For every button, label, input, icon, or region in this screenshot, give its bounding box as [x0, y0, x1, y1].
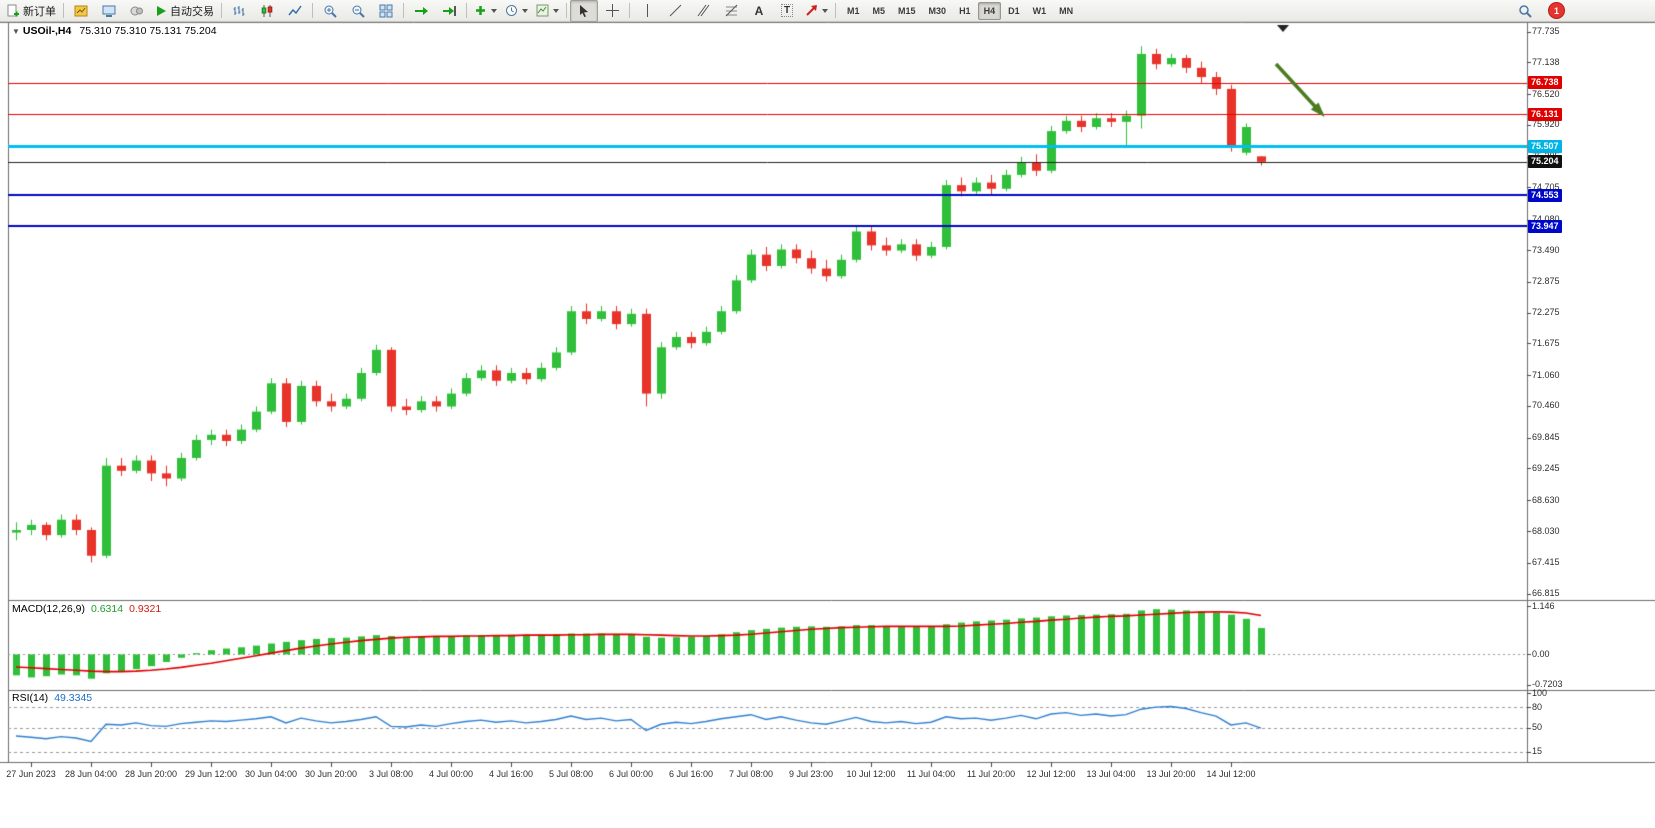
chevron-down-icon — [822, 8, 828, 13]
new-chart-button[interactable] — [67, 0, 95, 22]
separator — [835, 3, 836, 18]
toolbar: 新订单 自动交易 — [0, 0, 1655, 22]
text-tool-label: A — [754, 3, 764, 18]
chart-title: ▼ USOil-,H4 75.310 75.310 75.131 75.204 — [12, 25, 217, 37]
tile-windows-button[interactable] — [372, 0, 400, 22]
channel-button[interactable] — [689, 0, 717, 22]
line-chart-icon — [288, 5, 302, 15]
chart-shift-button[interactable] — [435, 0, 463, 22]
trendline-button[interactable] — [661, 0, 689, 22]
new-order-label: 新订单 — [23, 5, 56, 18]
notification-badge[interactable]: 1 — [1548, 2, 1565, 19]
fibonacci-button[interactable] — [717, 0, 745, 22]
autotrading-label: 自动交易 — [170, 5, 214, 18]
arrows-button[interactable] — [801, 0, 832, 22]
chevron-down-icon — [522, 8, 528, 13]
separator — [403, 3, 404, 18]
candlestick-chart-button[interactable] — [253, 0, 281, 22]
rsi-title: RSI(14) 49.3345 — [12, 692, 92, 704]
rsi-value: 49.3345 — [54, 692, 93, 704]
macd-signal-value: 0.9321 — [129, 603, 162, 615]
cursor-icon — [580, 5, 588, 17]
timeframe-button-m30[interactable]: M30 — [928, 5, 947, 16]
separator — [629, 3, 630, 18]
periods-button[interactable] — [501, 0, 532, 22]
zoom-out-button[interactable] — [344, 0, 372, 22]
line-chart-button[interactable] — [281, 0, 309, 22]
templates-button[interactable] — [532, 0, 563, 22]
search-button[interactable] — [1511, 0, 1539, 22]
tile-windows-icon — [379, 4, 393, 17]
zoom-in-button[interactable] — [316, 0, 344, 22]
template-icon — [536, 4, 549, 17]
autotrading-play-icon — [157, 5, 166, 16]
timeframe-button-m15[interactable]: M15 — [898, 5, 916, 16]
toolbar-right: 1 — [1511, 0, 1565, 22]
chart-ohlc: 75.310 75.310 75.131 75.204 — [79, 25, 217, 37]
indicators-add-icon — [476, 6, 485, 15]
separator — [566, 3, 567, 18]
timeframe-button-h4[interactable]: H4 — [977, 1, 1002, 20]
navigator-icon — [130, 6, 143, 15]
auto-scroll-icon — [415, 6, 428, 15]
timeframe-button-h1[interactable]: H1 — [959, 5, 971, 16]
zoom-in-icon — [324, 5, 337, 18]
chevron-down-icon — [491, 8, 497, 13]
timeframe-button-m1[interactable]: M1 — [847, 5, 860, 16]
new-chart-icon — [74, 5, 88, 16]
collapse-arrow-icon: ▼ — [12, 27, 20, 36]
auto-scroll-button[interactable] — [407, 0, 435, 22]
text-label-button[interactable]: T — [773, 0, 801, 22]
text-label-tool-label: T — [780, 4, 794, 17]
trendline-icon — [669, 4, 681, 17]
crosshair-button[interactable] — [598, 0, 626, 22]
rsi-label: RSI(14) — [12, 692, 49, 704]
text-button[interactable]: A — [745, 0, 773, 22]
separator — [312, 3, 313, 18]
chart-symbol: USOil-,H4 — [22, 25, 72, 37]
fibonacci-icon — [725, 4, 737, 17]
chart-shift-icon — [443, 5, 456, 16]
timeframe-button-w1[interactable]: W1 — [1032, 5, 1047, 16]
new-order-icon — [7, 4, 19, 16]
macd-label: MACD(12,26,9) — [12, 603, 85, 615]
macd-main-value: 0.6314 — [90, 603, 124, 615]
indicators-button[interactable] — [470, 0, 501, 22]
market-watch-button[interactable] — [95, 0, 123, 22]
candlestick-chart-icon — [261, 4, 273, 17]
macd-title: MACD(12,26,9) 0.6314 0.9321 — [12, 603, 161, 615]
channel-icon — [697, 4, 709, 17]
timeframe-button-mn[interactable]: MN — [1059, 5, 1074, 16]
bar-chart-button[interactable] — [225, 0, 253, 22]
bar-chart-icon — [233, 5, 245, 16]
new-order-button[interactable]: 新订单 — [2, 0, 60, 22]
navigator-button[interactable] — [123, 0, 151, 22]
chevron-down-icon — [553, 8, 559, 13]
timeframe-toolbar: M1 M5 M15 M30 H1 H4 D1 W1 MN — [841, 1, 1079, 20]
vertical-line-icon — [646, 4, 648, 17]
market-watch-icon — [102, 5, 116, 17]
separator — [221, 3, 222, 18]
cursor-button[interactable] — [570, 0, 598, 22]
arrow-tool-icon — [806, 5, 817, 16]
timeframe-button-m5[interactable]: M5 — [872, 5, 886, 16]
separator — [63, 3, 64, 18]
crosshair-icon — [605, 4, 619, 17]
zoom-out-icon — [352, 5, 365, 18]
clock-icon — [506, 5, 517, 16]
timeframe-button-d1[interactable]: D1 — [1008, 5, 1020, 16]
vertical-line-button[interactable] — [633, 0, 661, 22]
separator — [466, 3, 467, 18]
autotrading-button[interactable]: 自动交易 — [151, 0, 218, 22]
search-icon — [1519, 4, 1532, 18]
